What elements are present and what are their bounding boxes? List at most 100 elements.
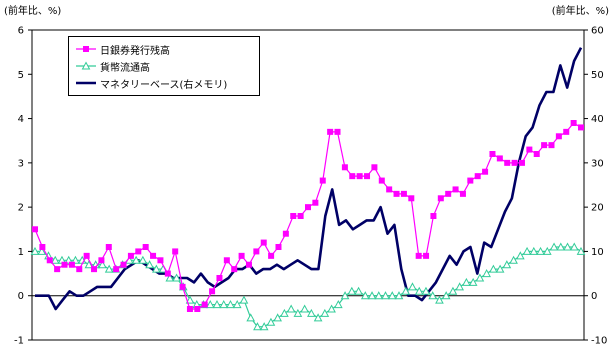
banknotes-point	[76, 266, 83, 273]
right-tick-label: 30	[591, 158, 604, 169]
banknotes-point	[32, 226, 38, 233]
banknotes-point	[327, 128, 334, 135]
banknotes-point	[386, 186, 393, 193]
left-axis-unit-label: (前年比、%)	[4, 6, 62, 17]
currency-point	[495, 264, 505, 273]
currency-point	[300, 304, 309, 313]
banknotes-point	[216, 275, 223, 281]
currency-point	[401, 286, 411, 295]
currency-point	[569, 242, 579, 251]
banknotes-point	[39, 244, 46, 250]
currency-point	[408, 282, 417, 291]
right-tick-label: 0	[591, 291, 597, 302]
series-2-group	[35, 47, 583, 311]
banknotes-point	[194, 306, 201, 312]
banknotes-point	[533, 151, 540, 157]
banknotes-point	[164, 270, 171, 277]
currency-point	[576, 246, 586, 255]
currency-point	[165, 273, 175, 282]
right-tick-label: -10	[591, 336, 607, 347]
banknotes-point	[260, 239, 267, 246]
legend-label-currency: 貨幣流通高	[100, 62, 150, 74]
banknotes-point	[290, 213, 297, 219]
currency-point	[489, 264, 498, 273]
banknotes-point	[371, 164, 378, 171]
currency-point	[448, 286, 458, 295]
left-tick-label: -1	[14, 336, 24, 347]
banknotes-point	[356, 173, 363, 180]
banknotes-point	[179, 283, 186, 290]
currency-point	[226, 300, 235, 309]
banknotes-point	[563, 128, 570, 135]
banknotes-point	[467, 177, 474, 184]
banknotes-point	[150, 252, 157, 259]
currency-point	[509, 255, 518, 264]
banknotes-point	[297, 213, 304, 219]
banknotes-point	[349, 173, 356, 180]
currency-point	[529, 246, 539, 255]
banknotes-point	[489, 151, 496, 157]
currency-point	[185, 295, 195, 304]
banknotes-point	[548, 142, 555, 149]
currency-point	[138, 255, 148, 264]
right-tick-label: 10	[591, 247, 604, 258]
plot-frame	[31, 29, 585, 341]
chart-legend: 日銀券発行残高 貨幣流通高 マネタリーベース(右メモリ)	[68, 36, 260, 96]
currency-point	[374, 291, 384, 300]
banknotes-point	[511, 159, 518, 166]
banknotes-point	[231, 266, 238, 273]
currency-point	[212, 300, 222, 309]
chart-plot-area	[30, 47, 586, 331]
currency-point	[556, 242, 566, 251]
banknotes-point	[83, 252, 90, 259]
left-tick-label: 2	[18, 203, 24, 214]
banknotes-point	[555, 133, 562, 140]
currency-point	[421, 286, 431, 295]
currency-point	[37, 246, 47, 255]
banknotes-point	[68, 261, 75, 268]
banknotes-point	[282, 230, 289, 237]
banknotes-point	[504, 159, 511, 166]
currency-point	[232, 300, 242, 309]
currency-point	[172, 273, 181, 282]
banknotes-point	[201, 301, 208, 308]
currency-point	[333, 300, 343, 309]
banknotes-point	[46, 257, 53, 264]
currency-point	[536, 246, 545, 255]
banknotes-point	[172, 248, 179, 255]
banknotes-point	[334, 128, 341, 135]
banknotes-point	[105, 244, 112, 250]
currency-point	[515, 251, 525, 260]
left-tick-label: 5	[18, 70, 24, 81]
currency-point	[502, 260, 512, 269]
banknotes-point	[91, 266, 98, 273]
legend-swatch-monetary-base	[76, 81, 96, 85]
legend-label-monetary-base: マネタリーベース(右メモリ)	[100, 79, 228, 91]
currency-point	[367, 291, 377, 300]
banknotes-point	[209, 288, 216, 295]
currency-point	[394, 291, 404, 300]
currency-point	[253, 322, 262, 331]
banknotes-point	[445, 190, 452, 197]
currency-point	[307, 308, 316, 317]
currency-point	[462, 277, 471, 286]
currency-point	[563, 242, 572, 251]
currency-point	[293, 308, 303, 317]
currency-point	[360, 291, 370, 300]
currency-point	[64, 255, 74, 264]
banknotes-point	[142, 244, 149, 250]
banknotes-point	[578, 124, 584, 131]
banknotes-point	[245, 261, 252, 268]
currency-point	[455, 282, 465, 291]
series-1-group	[30, 242, 586, 331]
banknotes-point	[120, 261, 127, 268]
banknotes-point	[541, 142, 548, 149]
currency-point	[414, 286, 424, 295]
banknotes-point	[570, 120, 577, 126]
banknotes-point	[430, 213, 437, 219]
banknotes-point	[319, 177, 326, 184]
currency-point	[280, 308, 289, 317]
banknotes-point	[526, 146, 533, 153]
banknotes-point	[474, 173, 481, 180]
